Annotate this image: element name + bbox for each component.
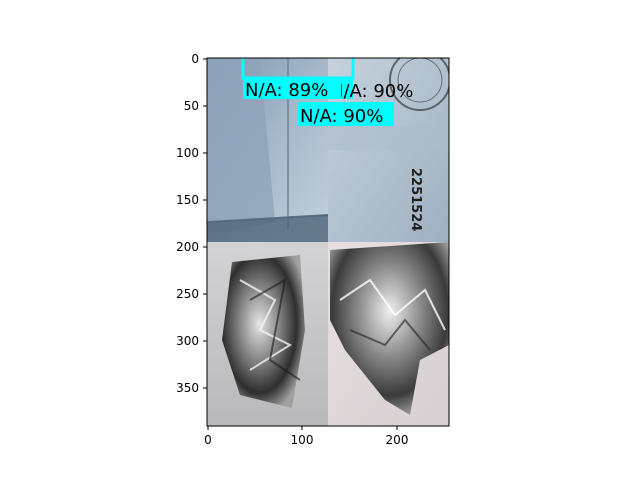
y-axis: 0 50 100 150 200 250 300 350 (176, 52, 207, 395)
detection-label-1: N/A: 89% (245, 80, 328, 101)
detection-label-2: N/A: 90% (300, 106, 383, 127)
image-area: 2251524 N/A: 90% N/A: 89% N/A: 90% (207, 58, 449, 426)
y-tick-label: 100 (176, 146, 199, 160)
y-tick-label: 150 (176, 193, 199, 207)
x-axis: 0 100 200 (204, 426, 408, 447)
printed-code: 2251524 (408, 168, 423, 231)
panel-bottom-left (207, 242, 328, 426)
axes-frame (206, 57, 450, 427)
x-tick-label: 0 (204, 433, 212, 447)
y-tick-label: 350 (176, 381, 199, 395)
stamp-seal (389, 58, 449, 111)
x-tick-label: 100 (291, 433, 314, 447)
y-tick-label: 50 (184, 99, 199, 113)
y-tick-label: 300 (176, 334, 199, 348)
y-tick-label: 0 (191, 52, 199, 66)
detection-label-bg-1 (243, 77, 341, 99)
detection-label-3: N/A: 90% (330, 81, 413, 102)
y-tick-label: 250 (176, 287, 199, 301)
detection-label-bg-2 (298, 102, 394, 126)
detection-overlays: N/A: 90% N/A: 89% N/A: 90% (241, 58, 413, 127)
x-tick-label: 200 (386, 433, 409, 447)
y-tick-label: 200 (176, 240, 199, 254)
foil-object-right (330, 242, 449, 415)
panel-bottom-right (328, 242, 449, 426)
